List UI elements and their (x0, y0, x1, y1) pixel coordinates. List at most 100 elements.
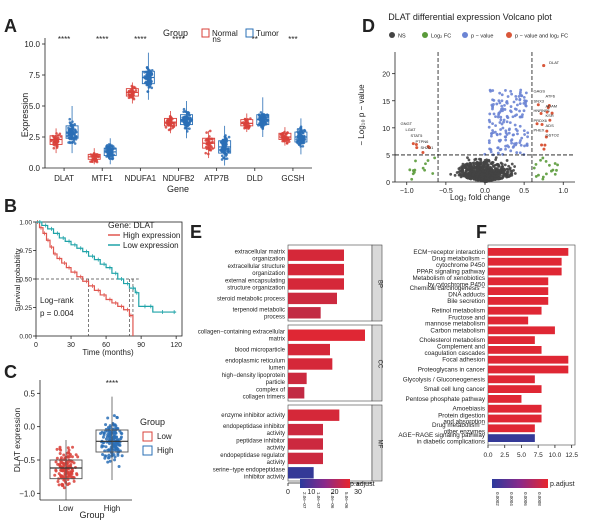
d-point (500, 99, 504, 103)
c-point (70, 455, 74, 459)
d-point (465, 176, 469, 179)
e-facet-strip (371, 244, 383, 322)
d-point (548, 118, 552, 122)
e-category-label: complex of (256, 387, 285, 393)
d-point (526, 131, 530, 135)
d-point (509, 149, 513, 153)
c-point (107, 453, 111, 457)
c-point (53, 473, 57, 477)
e-bar (288, 358, 333, 370)
d-point (500, 104, 504, 108)
d-gene-label: ADS (546, 123, 555, 128)
d-point (539, 111, 543, 115)
d-x-tick-label: −0.5 (439, 188, 453, 195)
a-point (94, 159, 97, 163)
c-y-tick-label: 0.5 (24, 389, 36, 398)
a-point (91, 160, 94, 164)
d-point (504, 147, 507, 151)
a-x-tick-label: MTF1 (92, 174, 113, 183)
e-bar (288, 423, 323, 436)
c-point (117, 443, 121, 447)
b-legend-low: Low expression (123, 241, 179, 250)
f-bar (488, 346, 542, 354)
d-point (518, 98, 522, 102)
f-bar (488, 297, 549, 305)
d-point (509, 109, 512, 113)
f-x-tick-label: 7.5 (534, 452, 543, 459)
d-point (502, 171, 506, 175)
a-point (225, 157, 229, 160)
d-point (503, 174, 507, 178)
d-point (471, 173, 475, 177)
d-x-tick-label: 0.0 (480, 188, 490, 195)
d-gene-label: STAT5 (410, 133, 423, 138)
a-point (73, 142, 77, 145)
d-point (534, 162, 538, 166)
d-point (518, 124, 522, 128)
panel-label-b: B (4, 196, 17, 216)
a-point (263, 115, 267, 118)
a-point (225, 153, 228, 156)
c-point (113, 458, 117, 462)
a-point (227, 150, 230, 154)
d-point (507, 131, 511, 135)
e-bar (288, 329, 365, 341)
c-point (117, 465, 121, 469)
d-point (479, 179, 483, 183)
e-category-label: endopeptidase inhibitor (223, 424, 285, 430)
d-point (505, 101, 509, 105)
d-point (510, 138, 514, 142)
c-point (112, 432, 116, 436)
e-facet-label: BP (377, 280, 383, 288)
a-point (302, 139, 306, 142)
d-point (514, 94, 518, 98)
c-point (75, 473, 79, 477)
d-point (501, 164, 504, 168)
e-category-label: high−density lipoprotein (222, 373, 285, 379)
e-category-label: organization (252, 271, 285, 277)
e-bar (288, 409, 340, 421)
c-point (112, 442, 116, 446)
d-point (504, 138, 508, 142)
c-legend-title: Group (140, 417, 165, 427)
d-point (431, 172, 435, 175)
d-point (496, 164, 500, 168)
d-point (506, 144, 509, 148)
d-point (502, 167, 506, 171)
d-point (465, 169, 468, 172)
d-gene-label: ATF6 (546, 94, 556, 99)
b-x-tick-label: 90 (137, 342, 145, 349)
b-x-tick-label: 60 (102, 342, 110, 349)
a-point (68, 117, 72, 121)
f-bar (488, 267, 562, 276)
c-point (72, 479, 76, 483)
e-colorbar-title: p.adjust (350, 481, 375, 488)
f-x-tick-label: 10.0 (549, 452, 562, 459)
c-point (63, 463, 67, 467)
d-point (490, 161, 494, 165)
a-box (49, 135, 63, 145)
d-point (510, 162, 514, 166)
d-point (499, 118, 503, 122)
e-facet-strip (371, 404, 383, 482)
d-point (455, 171, 459, 174)
a-box (240, 119, 254, 127)
c-point (116, 453, 120, 457)
d-point (506, 116, 510, 120)
d-point (545, 172, 548, 176)
d-point (488, 112, 492, 116)
d-point (544, 135, 548, 139)
e-bar (288, 292, 337, 305)
f-category-label: cytochrome P450 (436, 262, 485, 269)
d-gene-label: KSR (546, 113, 554, 118)
d-point (544, 159, 548, 163)
d-point (503, 163, 507, 167)
d-point (481, 169, 485, 173)
d-point (487, 125, 491, 129)
f-colorbar-tick-label: 0.0004 (509, 492, 514, 506)
a-point (205, 131, 208, 134)
d-point (516, 132, 519, 136)
e-x-tick-label: 20 (331, 489, 339, 496)
e-x-tick-label: 30 (354, 489, 362, 496)
f-category-label: Fructose and (448, 314, 485, 321)
